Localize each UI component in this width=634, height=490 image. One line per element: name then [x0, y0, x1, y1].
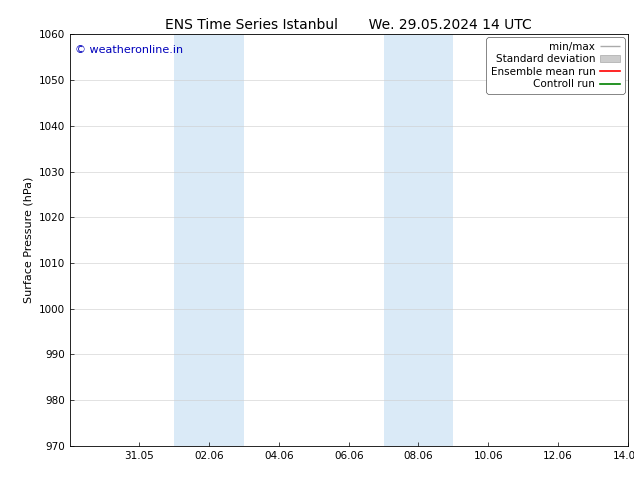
Legend: min/max, Standard deviation, Ensemble mean run, Controll run: min/max, Standard deviation, Ensemble me…	[486, 37, 624, 94]
Title: ENS Time Series Istanbul       We. 29.05.2024 14 UTC: ENS Time Series Istanbul We. 29.05.2024 …	[165, 18, 532, 32]
Text: © weatheronline.in: © weatheronline.in	[75, 45, 183, 54]
Bar	[174, 34, 244, 446]
Bar	[384, 34, 453, 446]
Y-axis label: Surface Pressure (hPa): Surface Pressure (hPa)	[23, 177, 33, 303]
